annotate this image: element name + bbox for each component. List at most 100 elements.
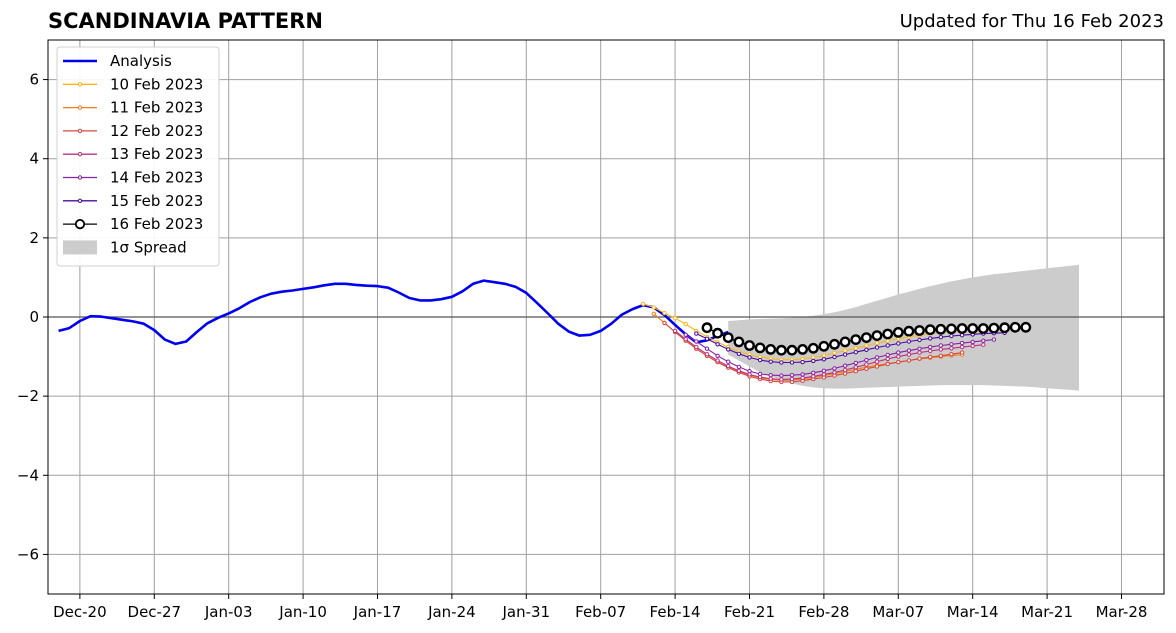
- forecast-point: [874, 345, 880, 350]
- forecast-point: [999, 322, 1010, 334]
- forecast-point: [896, 350, 901, 355]
- y-tick-label: −2: [17, 387, 39, 405]
- forecast-point: [701, 322, 713, 334]
- forecast-point: [970, 343, 975, 349]
- forecast-point: [839, 336, 851, 348]
- legend-marker: [77, 175, 83, 180]
- forecast-point: [744, 340, 755, 351]
- forecast-point: [704, 346, 710, 351]
- forecast-point: [874, 355, 880, 360]
- forecast-point: [726, 347, 731, 352]
- forecast-point: [715, 342, 720, 347]
- forecast-point: [683, 337, 688, 342]
- y-tick-label: −6: [17, 545, 39, 563]
- forecast-point: [906, 352, 912, 357]
- forecast-point: [981, 338, 986, 343]
- updated-date: Updated for Thu 16 Feb 2023: [899, 11, 1164, 32]
- legend-label: 16 Feb 2023: [110, 215, 203, 233]
- forecast-point: [821, 357, 827, 362]
- forecast-point: [906, 339, 912, 344]
- x-tick-label: Mar-21: [1021, 603, 1073, 621]
- forecast-point: [874, 340, 880, 346]
- forecast-point: [1020, 321, 1032, 333]
- forecast-point: [779, 377, 784, 382]
- forecast-point: [924, 324, 936, 336]
- forecast-point: [736, 351, 742, 356]
- forecast-point: [672, 316, 678, 321]
- forecast-point: [959, 344, 965, 350]
- forecast-point: [786, 344, 798, 356]
- forecast-point: [988, 322, 1000, 334]
- forecast-point: [917, 350, 922, 355]
- y-tick-label: 0: [29, 308, 39, 326]
- forecast-point: [864, 347, 869, 352]
- forecast-point: [928, 344, 933, 350]
- forecast-point: [906, 358, 912, 363]
- forecast-point: [959, 350, 965, 355]
- forecast-point: [715, 358, 720, 363]
- forecast-point: [871, 330, 883, 341]
- forecast-point: [662, 310, 667, 316]
- forecast-point: [842, 371, 848, 376]
- forecast-point: [842, 352, 848, 357]
- legend-marker: [77, 82, 83, 87]
- forecast-point: [811, 370, 816, 375]
- forecast-point: [842, 367, 848, 373]
- forecast-point: [662, 320, 667, 326]
- forecast-point: [864, 362, 869, 367]
- forecast-point: [949, 342, 954, 347]
- forecast-point: [672, 328, 678, 334]
- forecast-point: [885, 356, 890, 362]
- forecast-point: [917, 346, 922, 351]
- forecast-point: [853, 360, 858, 366]
- forecast-point: [896, 359, 901, 365]
- legend-swatch: [63, 240, 97, 255]
- forecast-point: [821, 372, 827, 377]
- forecast-point: [850, 334, 862, 345]
- forecast-point: [797, 343, 808, 355]
- forecast-point: [885, 338, 890, 343]
- x-tick-label: Jan-31: [501, 603, 550, 621]
- forecast-point: [842, 348, 848, 353]
- legend-marker: [77, 105, 83, 110]
- legend-marker: [74, 219, 86, 230]
- forecast-point: [1009, 321, 1021, 333]
- forecast-point: [842, 363, 848, 368]
- forecast-point: [991, 337, 997, 342]
- y-tick-label: 4: [29, 150, 39, 168]
- forecast-point: [864, 343, 869, 348]
- forecast-point: [818, 340, 830, 352]
- forecast-point: [949, 346, 954, 351]
- x-tick-label: Dec-20: [53, 603, 107, 621]
- forecast-point: [789, 360, 795, 365]
- legend-marker: [77, 198, 83, 204]
- forecast-point: [832, 370, 837, 375]
- x-tick-label: Mar-28: [1096, 603, 1148, 621]
- forecast-point: [768, 359, 773, 364]
- legend-label: 1σ Spread: [110, 238, 187, 256]
- legend-marker: [77, 152, 83, 157]
- forecast-point: [917, 356, 922, 361]
- forecast-point: [864, 366, 869, 371]
- legend-label: 10 Feb 2023: [110, 75, 203, 93]
- forecast-point: [885, 352, 890, 358]
- legend-label: Analysis: [110, 52, 172, 70]
- x-tick-label: Jan-24: [427, 603, 476, 621]
- analysis-line: [58, 279, 729, 346]
- forecast-point: [853, 346, 858, 351]
- forecast-point: [874, 359, 880, 364]
- forecast-point: [800, 375, 805, 381]
- forecast-point: [683, 332, 688, 337]
- x-tick-label: Jan-17: [353, 603, 402, 621]
- forecast-point: [789, 376, 795, 382]
- forecast-point: [726, 359, 731, 364]
- forecast-point: [733, 336, 745, 348]
- legend-label: 11 Feb 2023: [110, 99, 203, 117]
- forecast-point: [928, 348, 933, 354]
- forecast-point: [949, 333, 954, 339]
- y-tick-label: 6: [29, 71, 39, 89]
- forecast-point: [765, 343, 777, 355]
- forecast-point: [722, 332, 734, 343]
- legend-label: 13 Feb 2023: [110, 145, 203, 163]
- spread-band: [728, 264, 1079, 391]
